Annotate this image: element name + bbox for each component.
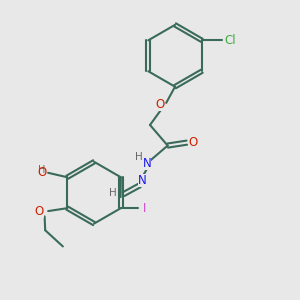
- Text: Cl: Cl: [224, 34, 236, 47]
- Text: O: O: [155, 98, 164, 111]
- Text: H: H: [135, 152, 143, 162]
- Text: H: H: [38, 165, 45, 175]
- Text: H: H: [109, 188, 117, 198]
- Text: O: O: [38, 166, 47, 179]
- Text: N: N: [138, 174, 147, 188]
- Text: O: O: [188, 136, 197, 149]
- Text: I: I: [143, 202, 146, 215]
- Text: O: O: [34, 205, 44, 218]
- Text: N: N: [143, 157, 152, 170]
